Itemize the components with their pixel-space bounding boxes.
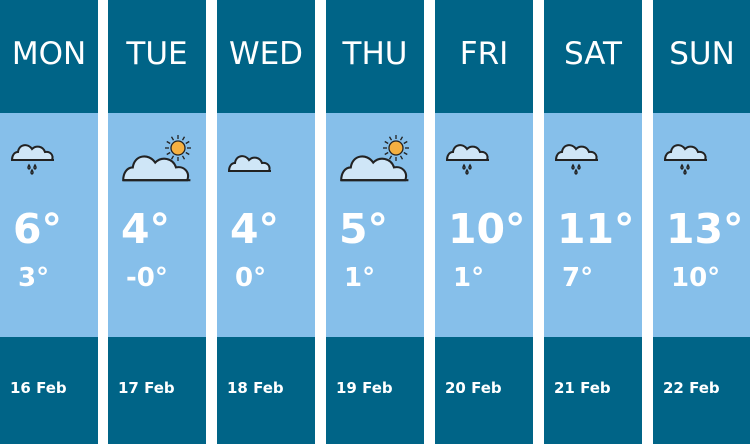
day-name: MON bbox=[11, 36, 87, 72]
date-label: 19 Feb bbox=[336, 379, 393, 397]
low-temp: 1° bbox=[344, 263, 376, 293]
low-temp: 1° bbox=[453, 263, 485, 293]
date-label: 20 Feb bbox=[445, 379, 502, 397]
date-label: 18 Feb bbox=[227, 379, 284, 397]
day-name: THU bbox=[342, 36, 408, 72]
day-column-thu: THU 5° 1° 19 Feb bbox=[326, 0, 424, 444]
low-temp: -0° bbox=[126, 263, 168, 293]
low-temp: 7° bbox=[562, 263, 594, 293]
day-header: WED bbox=[217, 0, 315, 113]
day-body: 11° 7° bbox=[544, 113, 642, 337]
high-temp: 4° bbox=[121, 205, 171, 253]
day-body: 4° -0° bbox=[108, 113, 206, 337]
day-header: FRI bbox=[435, 0, 533, 113]
day-column-mon: MON 6° 3° 16 Feb bbox=[0, 0, 98, 444]
day-column-sat: SAT 11° 7° 21 Feb bbox=[544, 0, 642, 444]
partly-cloudy-icon bbox=[336, 135, 416, 187]
day-footer: 20 Feb bbox=[435, 337, 533, 444]
day-column-wed: WED 4° 0° 18 Feb bbox=[217, 0, 315, 444]
day-header: MON bbox=[0, 0, 98, 113]
rain-cloud-icon bbox=[10, 138, 58, 182]
rain-cloud-icon bbox=[554, 138, 602, 182]
day-name: FRI bbox=[459, 36, 509, 72]
high-temp: 10° bbox=[448, 205, 526, 253]
high-temp: 11° bbox=[557, 205, 635, 253]
rain-cloud-icon bbox=[663, 138, 711, 182]
day-footer: 19 Feb bbox=[326, 337, 424, 444]
day-column-sun: SUN 13° 10° 22 Feb bbox=[653, 0, 750, 444]
date-label: 21 Feb bbox=[554, 379, 611, 397]
partly-cloudy-icon bbox=[118, 135, 198, 187]
day-name: WED bbox=[228, 36, 304, 72]
day-name: SUN bbox=[669, 36, 735, 72]
day-body: 6° 3° bbox=[0, 113, 98, 337]
date-label: 16 Feb bbox=[10, 379, 67, 397]
date-label: 17 Feb bbox=[118, 379, 175, 397]
day-footer: 21 Feb bbox=[544, 337, 642, 444]
high-temp: 4° bbox=[230, 205, 280, 253]
day-footer: 18 Feb bbox=[217, 337, 315, 444]
day-body: 5° 1° bbox=[326, 113, 424, 337]
date-label: 22 Feb bbox=[663, 379, 720, 397]
high-temp: 13° bbox=[666, 205, 744, 253]
day-header: THU bbox=[326, 0, 424, 113]
day-name: SAT bbox=[564, 36, 622, 72]
day-body: 10° 1° bbox=[435, 113, 533, 337]
high-temp: 5° bbox=[339, 205, 389, 253]
day-column-tue: TUE 4° -0° 17 Feb bbox=[108, 0, 206, 444]
rain-cloud-icon bbox=[445, 138, 493, 182]
day-footer: 22 Feb bbox=[653, 337, 750, 444]
low-temp: 10° bbox=[671, 263, 721, 293]
day-footer: 16 Feb bbox=[0, 337, 98, 444]
day-header: TUE bbox=[108, 0, 206, 113]
day-header: SAT bbox=[544, 0, 642, 113]
low-temp: 0° bbox=[235, 263, 267, 293]
low-temp: 3° bbox=[18, 263, 50, 293]
day-column-fri: FRI 10° 1° 20 Feb bbox=[435, 0, 533, 444]
day-body: 13° 10° bbox=[653, 113, 750, 337]
day-name: TUE bbox=[126, 36, 188, 72]
cloud-icon bbox=[227, 143, 275, 187]
day-body: 4° 0° bbox=[217, 113, 315, 337]
high-temp: 6° bbox=[13, 205, 63, 253]
day-footer: 17 Feb bbox=[108, 337, 206, 444]
day-header: SUN bbox=[653, 0, 750, 113]
